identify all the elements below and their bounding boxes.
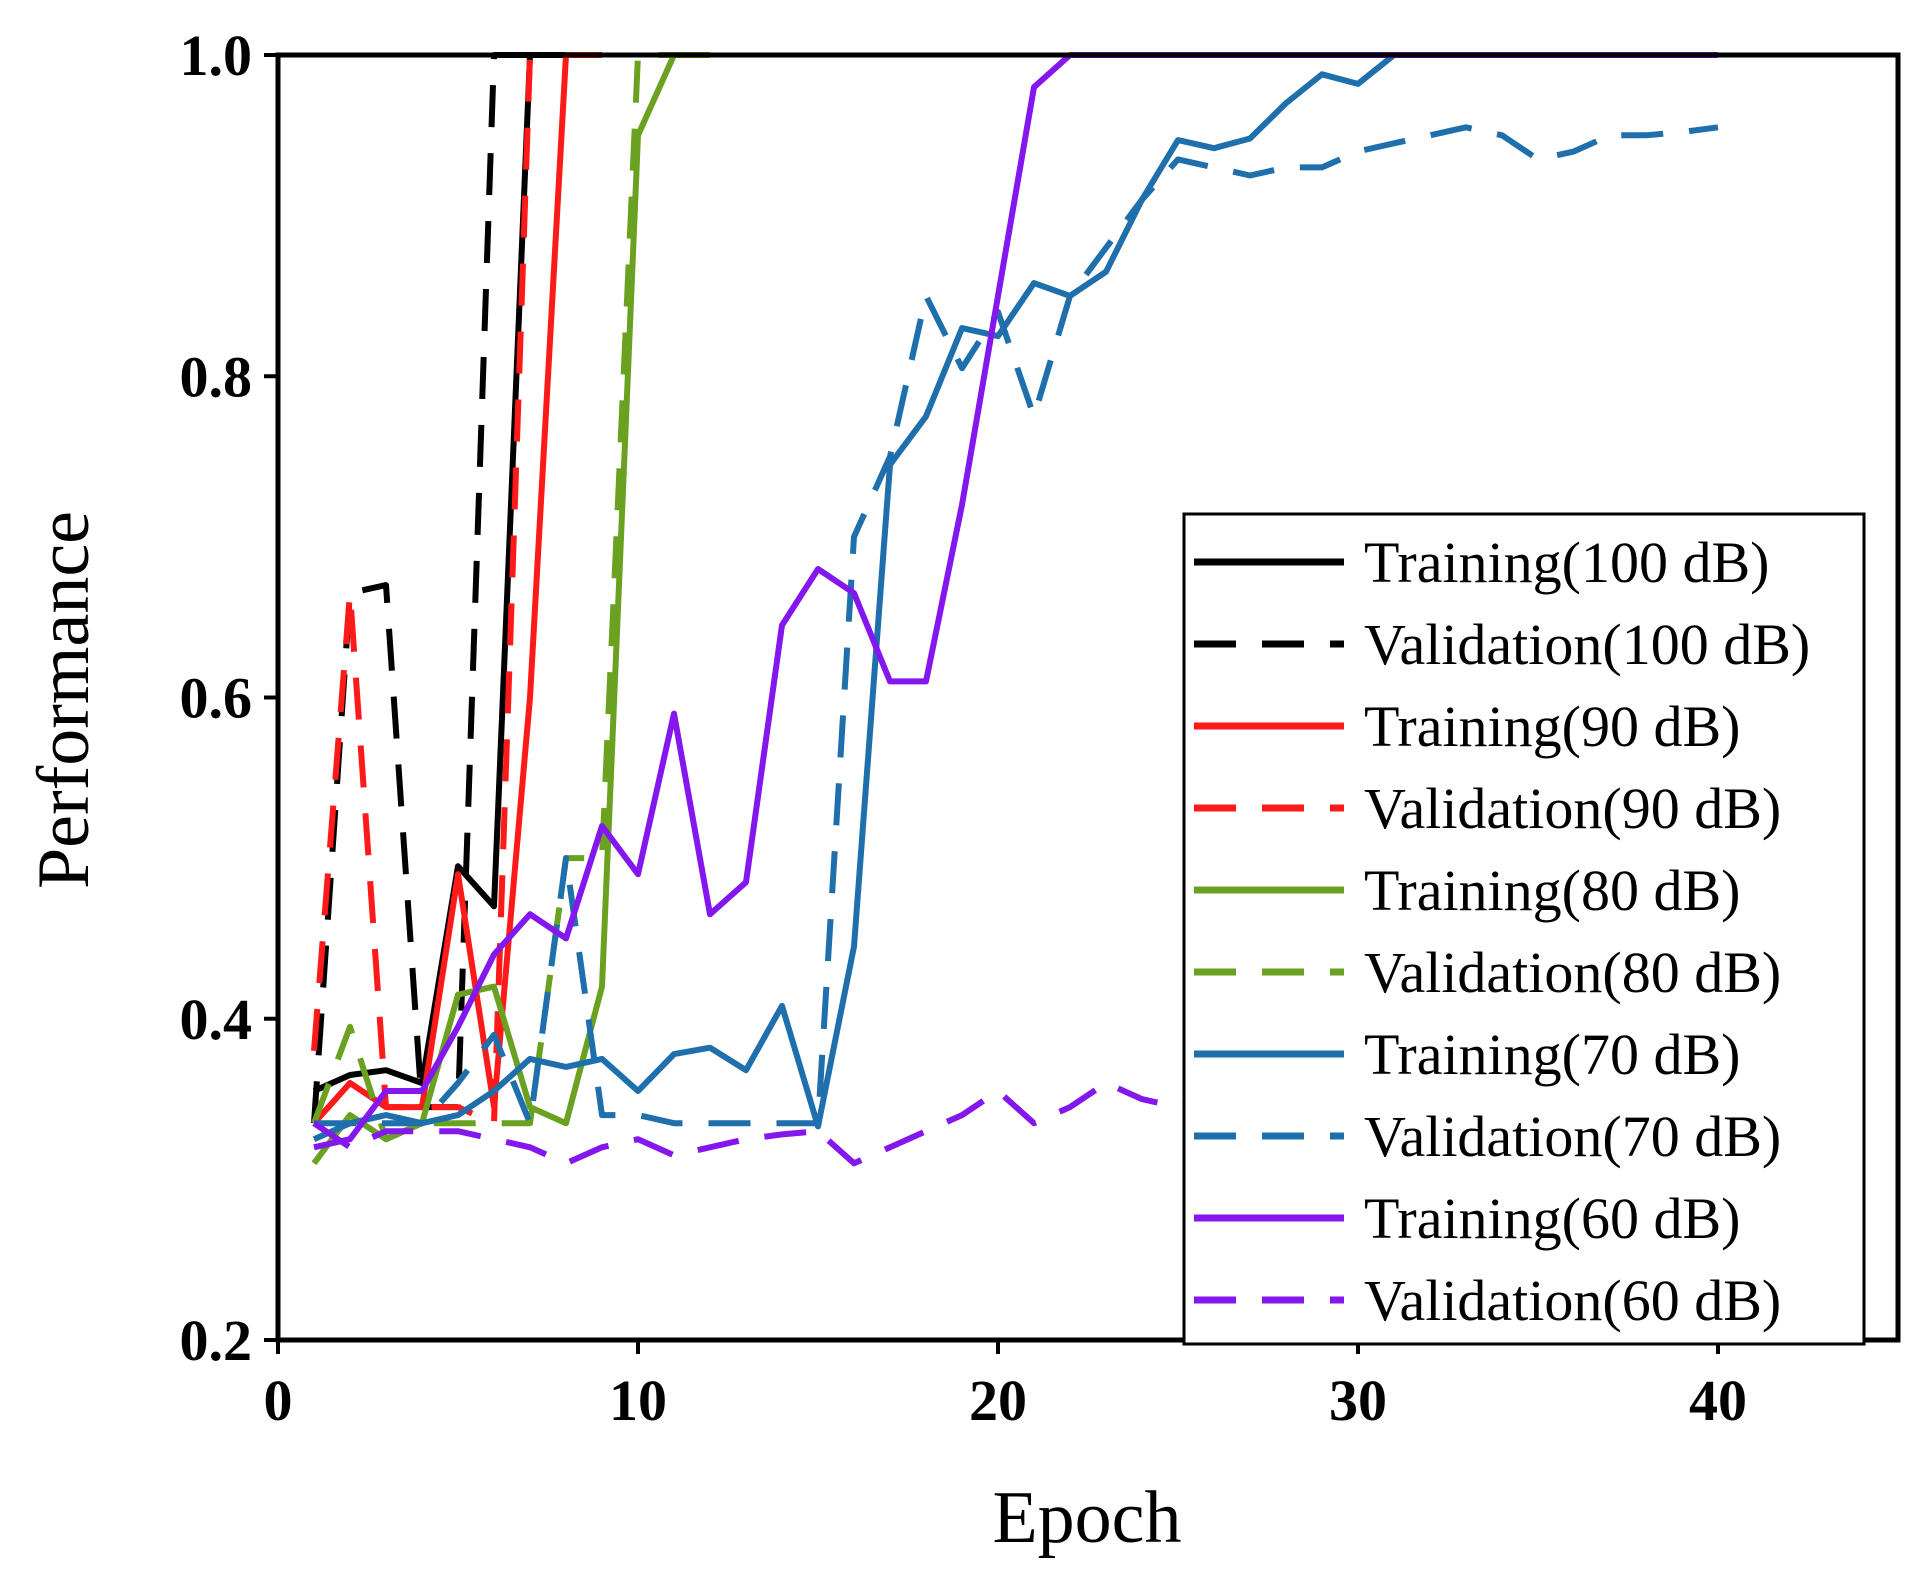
y-tick-label: 0.4: [180, 987, 253, 1052]
y-tick-label: 0.2: [180, 1308, 253, 1373]
y-axis: 0.2 0.4 0.6 0.8 1.0: [180, 23, 278, 1373]
legend-label: Training(70 dB): [1364, 1022, 1741, 1087]
x-tick-label: 10: [609, 1368, 667, 1433]
x-axis-title: Epoch: [992, 1477, 1181, 1559]
legend-label: Training(90 dB): [1364, 694, 1741, 759]
x-tick-label: 30: [1329, 1368, 1387, 1433]
x-tick-label: 20: [969, 1368, 1027, 1433]
legend-label: Validation(80 dB): [1364, 940, 1781, 1005]
y-tick-label: 0.6: [180, 666, 253, 731]
x-tick-label: 40: [1689, 1368, 1747, 1433]
legend-label: Validation(60 dB): [1364, 1268, 1781, 1333]
y-axis-title: Performance: [23, 511, 105, 889]
series-line-2: [311, 52, 602, 1126]
y-tick-label: 0.8: [180, 344, 253, 409]
legend-label: Validation(100 dB): [1364, 612, 1810, 677]
legend: Training(100 dB) Validation(100 dB) Traini…: [1182, 512, 1866, 1346]
legend-label: Validation(70 dB): [1364, 1104, 1781, 1169]
legend-label: Training(60 dB): [1364, 1186, 1741, 1251]
legend-label: Training(80 dB): [1364, 858, 1741, 923]
y-tick-label: 1.0: [180, 23, 253, 88]
x-tick-label: 0: [264, 1368, 293, 1433]
legend-label: Training(100 dB): [1364, 530, 1770, 595]
legend-box: [1182, 512, 1866, 1346]
series-line-9: [312, 1080, 1215, 1167]
legend-label: Validation(90 dB): [1364, 776, 1781, 841]
